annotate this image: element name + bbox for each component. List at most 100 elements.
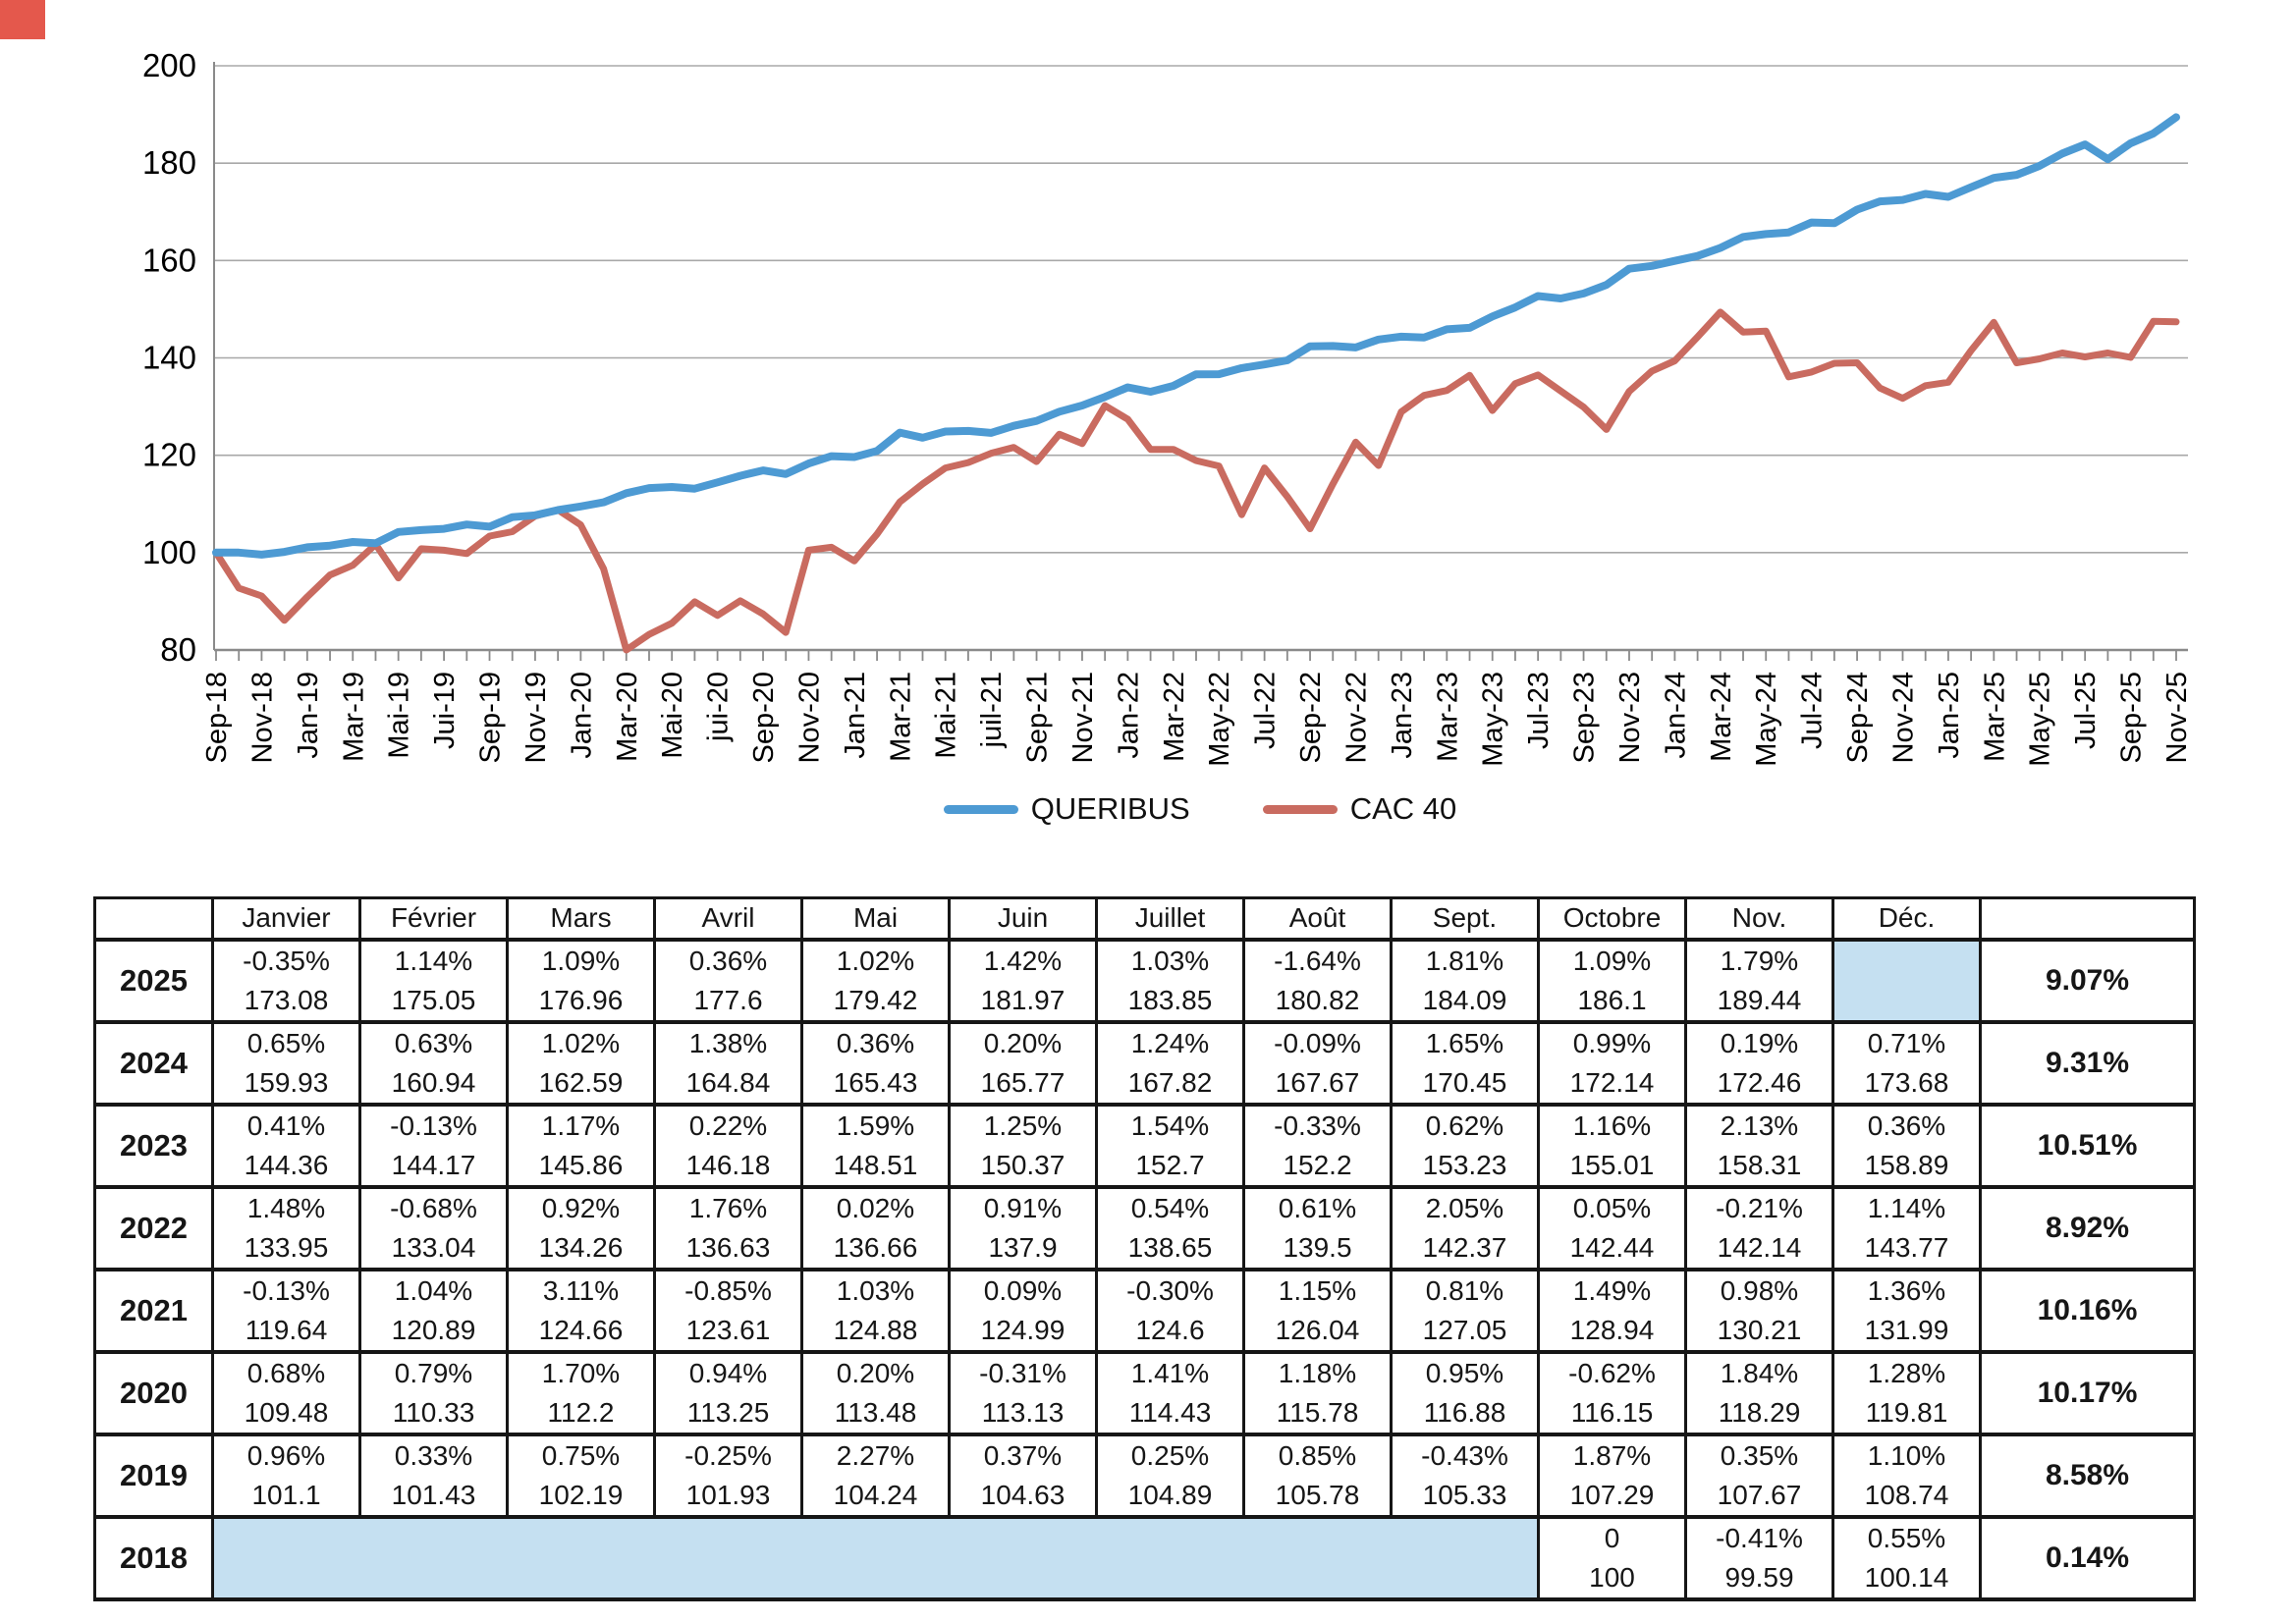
index-value: 101.93 xyxy=(685,1479,771,1510)
monthly-return: 0.36% xyxy=(836,1027,915,1058)
monthly-return: 0.99% xyxy=(1572,1027,1652,1058)
monthly-return: 1.24% xyxy=(1130,1027,1210,1058)
year-cell: 2019 xyxy=(93,1433,214,1518)
monthly-return: 0.68% xyxy=(246,1357,326,1388)
month-cell: 1.04% 120.89 xyxy=(358,1268,509,1353)
monthly-return: 1.04% xyxy=(394,1274,473,1306)
index-value: 173.08 xyxy=(244,984,329,1015)
index-value: 124.66 xyxy=(538,1314,624,1345)
month-header: Juillet xyxy=(1095,896,1245,941)
index-value: 107.29 xyxy=(1569,1479,1655,1510)
month-cell: 1.65% 170.45 xyxy=(1390,1020,1540,1106)
monthly-return: 1.15% xyxy=(1278,1274,1357,1306)
monthly-return: 1.70% xyxy=(541,1357,621,1388)
monthly-return: 0.92% xyxy=(541,1192,621,1223)
index-value: 162.59 xyxy=(538,1066,624,1098)
monthly-return: 0.94% xyxy=(688,1357,768,1388)
x-axis-label: Jan-25 xyxy=(1934,672,1965,759)
month-cell: 0.20% 165.77 xyxy=(948,1020,1098,1106)
index-value: 172.14 xyxy=(1569,1066,1655,1098)
chart-legend: QUERIBUS CAC 40 xyxy=(215,791,2185,827)
month-cell: -0.13% 144.17 xyxy=(358,1103,509,1188)
x-axis-label: Nov-18 xyxy=(246,672,278,764)
x-axis-label: Mar-25 xyxy=(1979,672,2010,762)
x-axis-label: Mar-23 xyxy=(1432,672,1463,762)
index-value: 186.1 xyxy=(1577,984,1647,1015)
month-header: Avril xyxy=(653,896,803,941)
y-axis-label: 100 xyxy=(142,534,196,570)
x-axis-label: Jan-23 xyxy=(1387,672,1418,759)
month-cell: 0.36% 165.43 xyxy=(800,1020,951,1106)
monthly-return: 1.84% xyxy=(1720,1357,1799,1388)
annual-return-cell: 10.51% xyxy=(1979,1103,2196,1188)
month-cell: -0.33% 152.2 xyxy=(1242,1103,1393,1188)
index-value: 113.48 xyxy=(834,1396,917,1428)
month-cell: -0.35% 173.08 xyxy=(211,938,361,1023)
monthly-return: 0.41% xyxy=(246,1109,326,1141)
index-value: 116.15 xyxy=(1570,1396,1654,1428)
annual-return-cell: 0.14% xyxy=(1979,1515,2196,1600)
index-value: 134.26 xyxy=(538,1231,624,1263)
index-value: 113.13 xyxy=(981,1396,1065,1428)
monthly-return: 1.42% xyxy=(983,945,1063,976)
legend-item-cac40: CAC 40 xyxy=(1262,791,1456,827)
y-axis-label: 160 xyxy=(142,242,196,278)
x-axis-label: Sep-20 xyxy=(748,672,780,764)
corner-cell xyxy=(93,896,214,941)
x-axis-label: Jan-19 xyxy=(293,672,324,759)
monthly-return: 0.05% xyxy=(1572,1192,1652,1223)
annual-return-cell: 10.16% xyxy=(1979,1268,2196,1353)
monthly-return: 0.71% xyxy=(1867,1027,1946,1058)
index-value: 116.88 xyxy=(1423,1396,1506,1428)
index-value: 146.18 xyxy=(685,1149,771,1180)
monthly-return: 0.75% xyxy=(541,1439,621,1471)
index-value: 124.88 xyxy=(833,1314,918,1345)
index-value: 175.05 xyxy=(391,984,476,1015)
x-axis-label: Sep-24 xyxy=(1842,672,1874,764)
month-cell: -0.13% 119.64 xyxy=(211,1268,361,1353)
monthly-return: 1.36% xyxy=(1867,1274,1946,1306)
queribus-line-swatch xyxy=(943,804,1018,814)
month-cell: 1.49% 128.94 xyxy=(1537,1268,1687,1353)
month-cell: 1.59% 148.51 xyxy=(800,1103,951,1188)
month-cell: 1.76% 136.63 xyxy=(653,1185,803,1271)
month-cell: 1.14% 143.77 xyxy=(1831,1185,1982,1271)
index-value: 124.99 xyxy=(980,1314,1066,1345)
month-cell: 3.11% 124.66 xyxy=(506,1268,656,1353)
monthly-return: 1.16% xyxy=(1572,1109,1652,1141)
month-cell: 0.95% 116.88 xyxy=(1390,1350,1540,1435)
monthly-return: 0.91% xyxy=(983,1192,1063,1223)
month-cell: 2.05% 142.37 xyxy=(1390,1185,1540,1271)
month-cell: 1.17% 145.86 xyxy=(506,1103,656,1188)
month-cell: 2.13% 158.31 xyxy=(1684,1103,1834,1188)
monthly-return: 1.81% xyxy=(1425,945,1504,976)
monthly-return: 2.05% xyxy=(1425,1192,1504,1223)
month-cell: -1.64% 180.82 xyxy=(1242,938,1393,1023)
monthly-return: 0.79% xyxy=(394,1357,473,1388)
month-cell: 1.03% 183.85 xyxy=(1095,938,1245,1023)
month-cell: 1.10% 108.74 xyxy=(1831,1433,1982,1518)
index-value: 124.6 xyxy=(1135,1314,1205,1345)
index-value: 118.29 xyxy=(1718,1396,1801,1428)
monthly-return: 1.87% xyxy=(1572,1439,1652,1471)
month-cell: -0.41% 99.59 xyxy=(1684,1515,1834,1600)
cac40-line-swatch xyxy=(1262,804,1338,814)
month-cell: 1.09% 186.1 xyxy=(1537,938,1687,1023)
month-header: Août xyxy=(1242,896,1393,941)
month-cell: 0.19% 172.46 xyxy=(1684,1020,1834,1106)
index-value: 99.59 xyxy=(1724,1561,1794,1593)
monthly-return: 1.48% xyxy=(246,1192,326,1223)
year-cell: 2018 xyxy=(93,1515,214,1600)
month-cell: 1.54% 152.7 xyxy=(1095,1103,1245,1188)
cac40-line xyxy=(212,308,2180,654)
x-axis-label: Nov-20 xyxy=(793,672,825,764)
month-cell: 0.91% 137.9 xyxy=(948,1185,1098,1271)
month-cell: 0.79% 110.33 xyxy=(358,1350,509,1435)
month-cell: 1.38% 164.84 xyxy=(653,1020,803,1106)
index-value: 155.01 xyxy=(1569,1149,1655,1180)
month-cell: 1.02% 162.59 xyxy=(506,1020,656,1106)
index-value: 150.37 xyxy=(980,1149,1066,1180)
index-value: 104.89 xyxy=(1127,1479,1213,1510)
index-value: 126.04 xyxy=(1275,1314,1360,1345)
